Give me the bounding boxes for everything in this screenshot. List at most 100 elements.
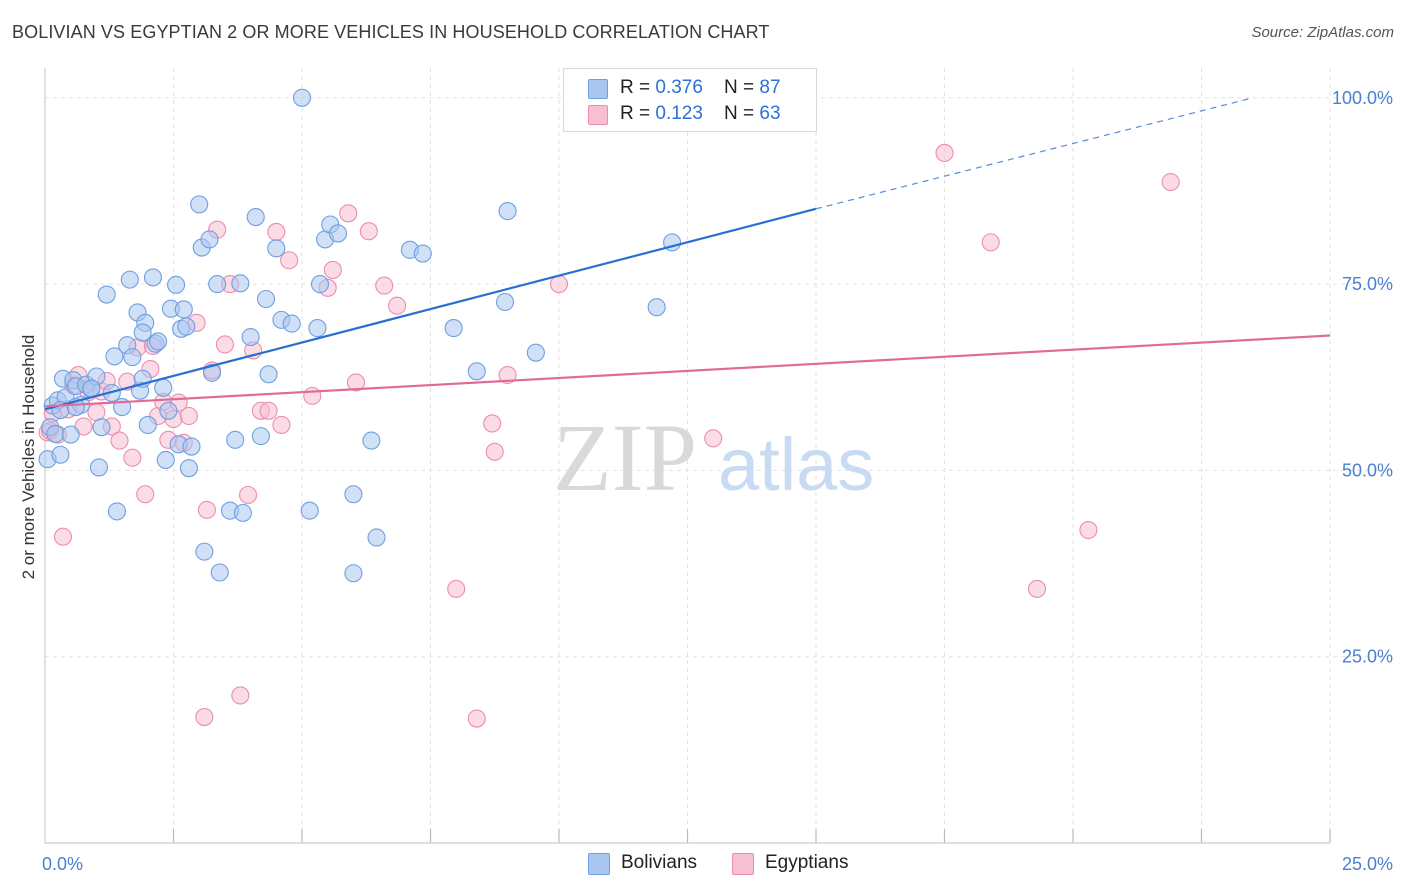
bolivian-point — [159, 401, 178, 420]
bolivian-point — [182, 437, 201, 456]
egyptian-point — [197, 500, 216, 519]
x-tick-label: 25.0% — [1342, 854, 1393, 874]
bolivian-point — [362, 431, 381, 450]
egyptian-point — [388, 296, 407, 315]
bolivian-point — [174, 300, 193, 319]
egyptian-point — [53, 527, 73, 546]
y-tick-label: 25.0% — [1342, 647, 1393, 667]
watermark: ZIP atlas — [553, 404, 874, 511]
egyptian-point — [1161, 172, 1180, 192]
egyptian-point — [339, 204, 358, 223]
egyptian-point — [485, 442, 504, 461]
bolivian-point — [120, 270, 139, 289]
bolivian-point — [195, 542, 214, 561]
egyptian-point — [447, 579, 466, 598]
bolivian-point — [89, 458, 109, 477]
egyptian-point — [1027, 579, 1047, 598]
bolivian-point — [107, 502, 127, 521]
legend-swatch-pink — [732, 853, 754, 875]
bolivian-point — [46, 424, 65, 443]
grid-lines — [45, 68, 1390, 843]
bolivian-point — [282, 314, 301, 333]
bolivian-point — [292, 88, 312, 107]
bolivian-point — [310, 275, 330, 294]
bolivian-point — [51, 445, 70, 464]
correlation-legend: R = 0.376 N = 87 R = 0.123 N = 63 — [563, 68, 817, 132]
bolivian-point — [231, 274, 250, 293]
bolivians-trend-line — [44, 207, 817, 411]
egyptian-point — [231, 686, 250, 705]
bolivian-point — [143, 268, 162, 287]
bolivian-point — [156, 450, 175, 470]
egyptians-trend-line — [44, 334, 1331, 408]
legend-n-value: 63 — [759, 103, 781, 124]
bolivian-point — [259, 365, 278, 384]
bolivian-point — [97, 285, 116, 304]
bolivian-point — [154, 378, 173, 397]
egyptian-point — [981, 233, 1000, 252]
legend-swatch-blue — [588, 79, 608, 99]
bolivian-point — [526, 343, 545, 362]
bolivian-point — [498, 202, 517, 221]
watermark-zip: ZIP — [553, 404, 697, 511]
bolivian-point — [92, 418, 111, 437]
egyptian-point — [704, 429, 723, 448]
chart-source: Source: ZipAtlas.com — [1251, 24, 1394, 41]
bolivian-point — [226, 430, 245, 449]
bolivian-point — [444, 319, 463, 338]
bolivian-point — [61, 425, 80, 444]
legend-r-label: R = — [620, 77, 656, 98]
bolivian-point — [647, 298, 666, 317]
egyptian-point — [136, 485, 155, 504]
y-tick-label: 50.0% — [1342, 460, 1393, 480]
bolivian-point — [167, 275, 186, 294]
bolivian-point — [190, 195, 209, 214]
y-tick-label: 100.0% — [1332, 88, 1393, 108]
bolivian-point — [138, 415, 157, 434]
bolivian-point — [82, 379, 101, 398]
egyptian-point — [483, 414, 502, 433]
bolivian-point — [308, 319, 327, 338]
egyptian-point — [303, 386, 322, 405]
x-tick-label: 0.0% — [42, 854, 83, 874]
bolivian-point — [208, 275, 227, 294]
bolivian-point — [246, 207, 265, 227]
bolivian-point — [467, 362, 486, 381]
legend-n-label: N = — [724, 77, 760, 98]
bolivian-point — [367, 528, 386, 547]
bolivian-point — [344, 485, 363, 504]
egyptian-point — [375, 276, 394, 295]
legend-label: Egyptians — [765, 852, 849, 873]
egyptian-point — [195, 708, 214, 727]
bolivians-trend-extension — [815, 97, 1254, 210]
egyptian-point — [1079, 520, 1098, 540]
legend-swatch-pink — [588, 105, 608, 125]
legend-label: Bolivians — [621, 852, 698, 873]
bolivian-point — [123, 348, 142, 367]
bolivian-point — [256, 289, 276, 309]
egyptian-point — [346, 373, 366, 392]
egyptian-point — [272, 415, 291, 434]
bolivian-point — [149, 332, 168, 351]
egyptian-point — [467, 709, 486, 728]
bolivian-point — [495, 292, 515, 312]
bolivian-point — [241, 327, 260, 347]
egyptian-point — [498, 365, 517, 385]
bolivian-point — [233, 503, 252, 522]
bolivian-point — [344, 564, 363, 583]
legend-r-label: R = — [620, 103, 656, 124]
series-bolivians — [38, 88, 682, 583]
egyptian-point — [280, 251, 299, 270]
legend-r-value: 0.123 — [655, 103, 703, 124]
egyptian-point — [259, 401, 278, 420]
legend-r-value: 0.376 — [655, 77, 703, 98]
y-axis-label: 2 or more Vehicles in Household — [19, 335, 38, 580]
bolivian-point — [267, 239, 286, 258]
egyptian-point — [179, 406, 198, 426]
bolivian-point — [179, 459, 198, 478]
chart-title: BOLIVIAN VS EGYPTIAN 2 OR MORE VEHICLES … — [12, 22, 770, 42]
y-tick-label: 75.0% — [1342, 274, 1393, 294]
bolivian-point — [203, 363, 222, 382]
egyptian-point — [323, 260, 342, 279]
bolivian-point — [177, 317, 196, 336]
